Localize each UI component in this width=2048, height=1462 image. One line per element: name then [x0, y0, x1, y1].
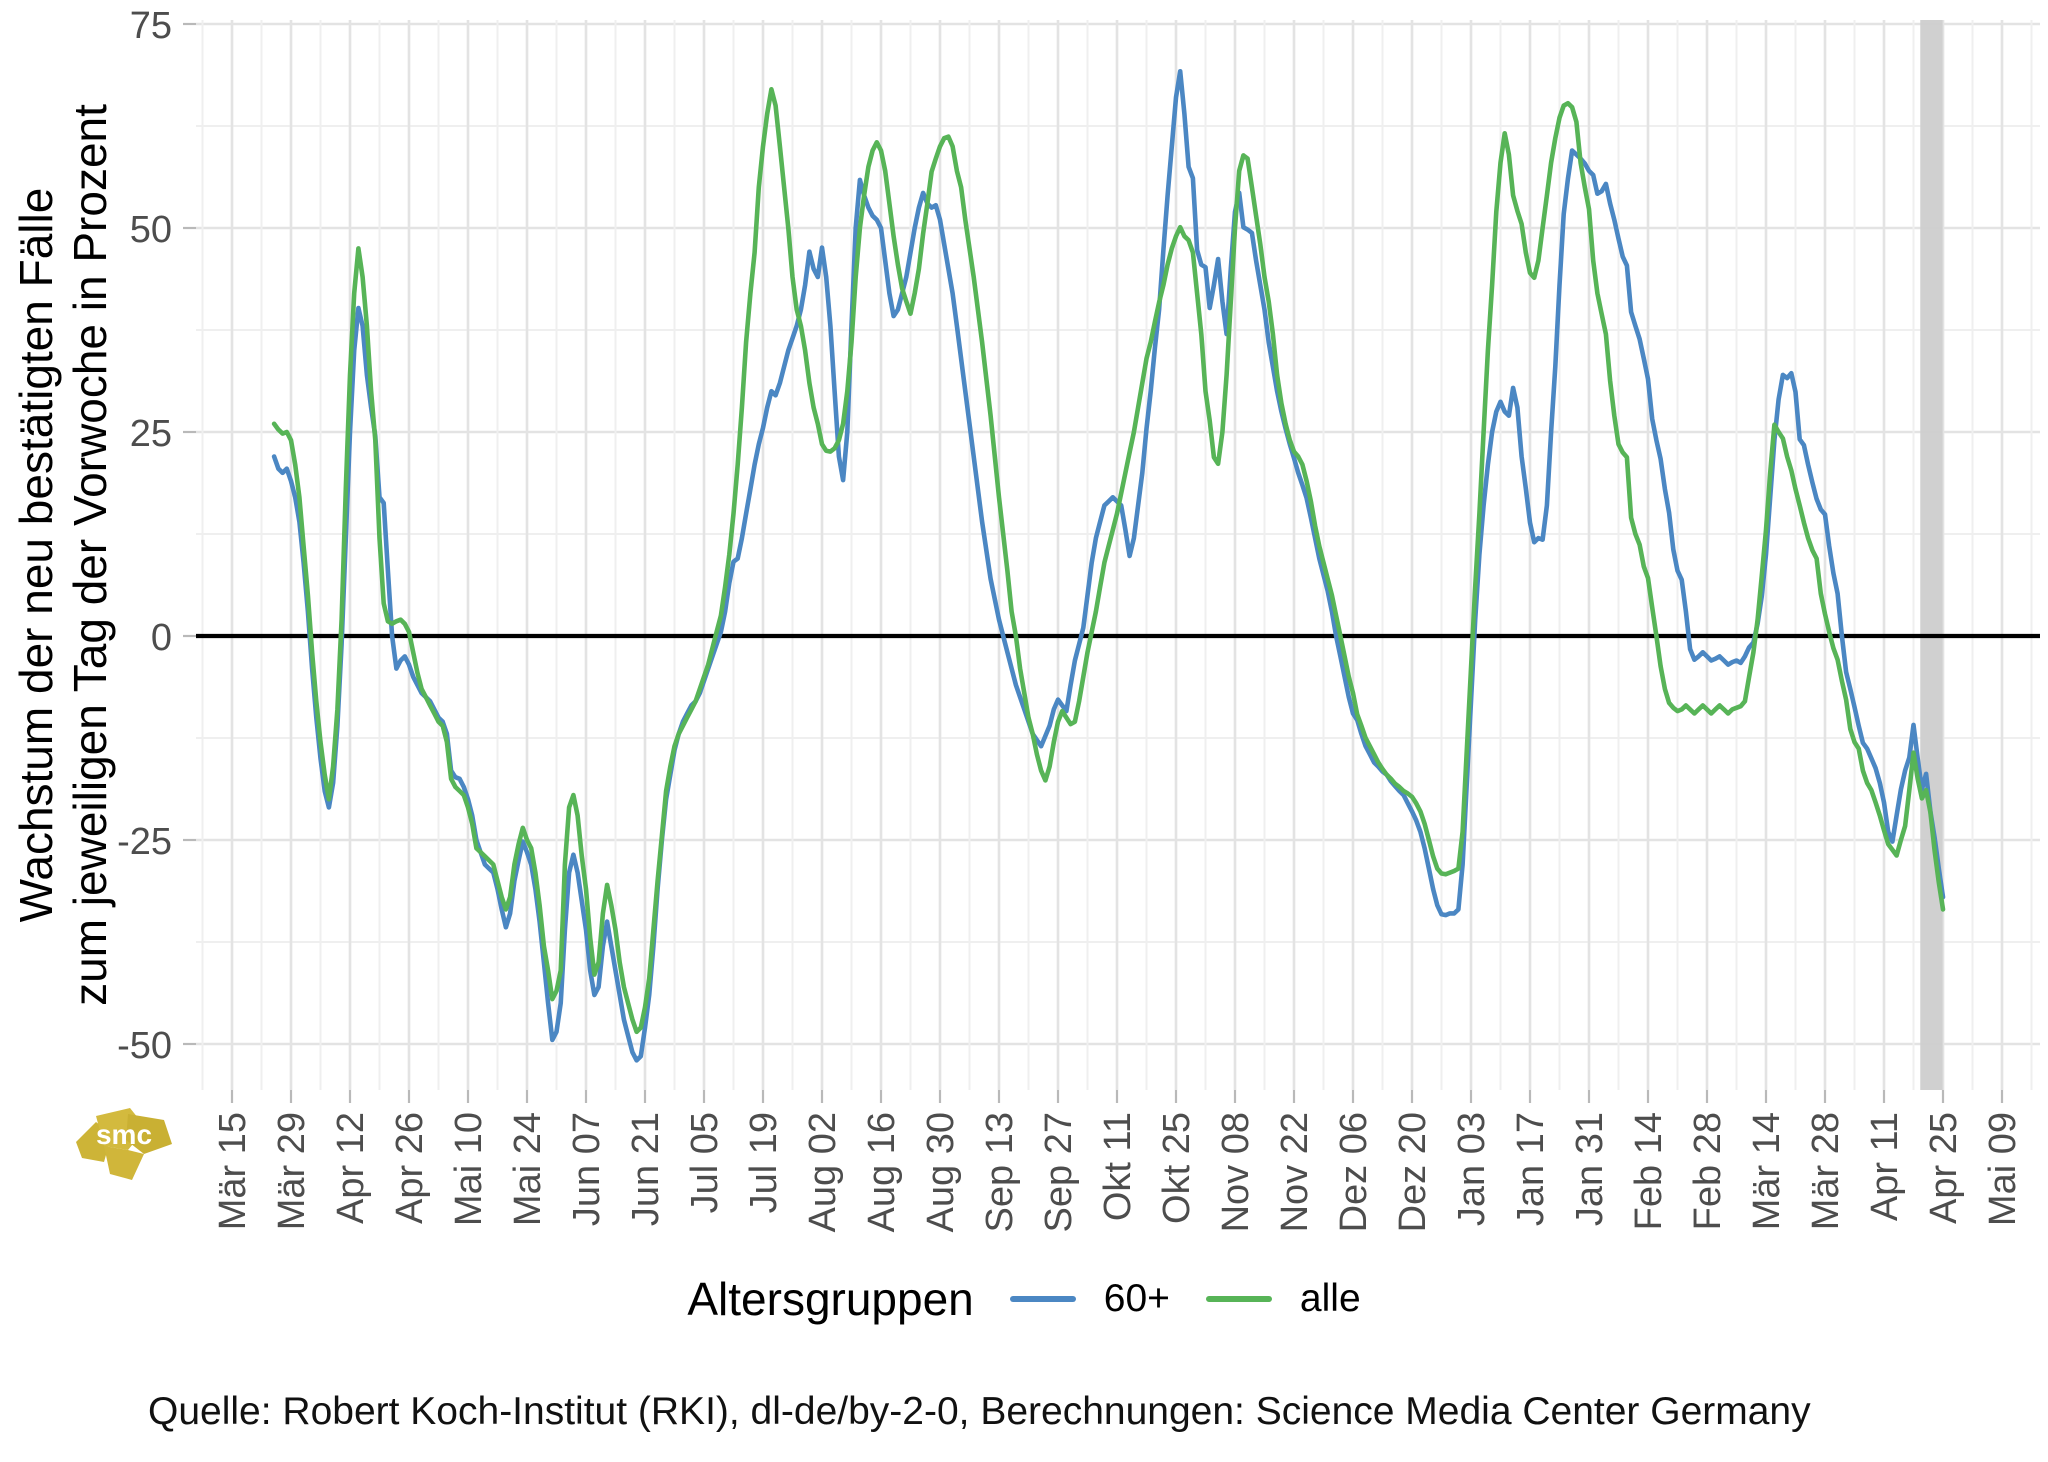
legend-title: Altersgruppen — [687, 1273, 974, 1325]
x-tick-label: Mai 24 — [507, 1112, 549, 1226]
x-tick-label: Aug 02 — [802, 1112, 844, 1232]
smc-logo: smc — [76, 1108, 172, 1180]
x-tick-label: Dez 06 — [1333, 1112, 1375, 1232]
y-axis-title-line1: Wachstum der neu bestätigten Fälle — [10, 188, 62, 923]
x-tick-label: Mai 09 — [1982, 1112, 2024, 1226]
x-tick-label: Nov 22 — [1274, 1112, 1316, 1232]
y-axis-title-line2: zum jeweiligen Tag der Vorwoche in Proze… — [64, 104, 116, 1006]
x-tick-label: Feb 14 — [1628, 1112, 1670, 1230]
x-tick-label: Jun 21 — [625, 1112, 667, 1226]
x-tick-label: Jul 19 — [743, 1112, 785, 1213]
x-tick-label: Jan 31 — [1569, 1112, 1611, 1226]
series-line-60+ — [271, 69, 1946, 1063]
y-tick-label: 0 — [151, 617, 172, 659]
legend-swatch-alle — [1205, 1296, 1272, 1302]
legend-label-60plus: 60+ — [1103, 1277, 1170, 1320]
x-tick-label: Jan 17 — [1510, 1112, 1552, 1226]
x-tick-label: Sep 27 — [1038, 1112, 1080, 1232]
x-tick-label: Jul 05 — [684, 1112, 726, 1213]
x-tick-label: Apr 25 — [1923, 1112, 1965, 1224]
x-tick-label: Aug 16 — [861, 1112, 903, 1232]
smc-logo-shape — [104, 1146, 144, 1180]
x-tick-label: Nov 08 — [1215, 1112, 1257, 1232]
y-tick-label: -25 — [117, 821, 172, 863]
x-tick-label: Sep 13 — [979, 1112, 1021, 1232]
smc-logo-text: smc — [96, 1119, 152, 1150]
series-line-alle — [271, 87, 1946, 1035]
x-tick-label: Okt 25 — [1156, 1112, 1198, 1224]
recent-days-band — [1920, 20, 1943, 1090]
x-tick-label: Mär 29 — [271, 1112, 313, 1230]
legend-item-alle[interactable]: alle — [1205, 1277, 1361, 1321]
legend-item-60plus[interactable]: 60+ — [1009, 1277, 1170, 1321]
x-tick-label: Dez 20 — [1392, 1112, 1434, 1232]
x-tick-label: Feb 28 — [1687, 1112, 1729, 1230]
y-tick-label: 25 — [130, 413, 172, 455]
x-tick-label: Apr 26 — [389, 1112, 431, 1224]
x-tick-label: Okt 11 — [1097, 1112, 1139, 1221]
legend-swatch-60plus — [1009, 1296, 1076, 1302]
x-tick-label: Jan 03 — [1451, 1112, 1493, 1226]
x-tick-label: Apr 12 — [330, 1112, 372, 1224]
x-tick-label: Apr 11 — [1864, 1112, 1906, 1221]
y-tick-label: 75 — [130, 5, 172, 47]
x-tick-label: Mai 10 — [448, 1112, 490, 1226]
x-tick-label: Aug 30 — [920, 1112, 962, 1232]
x-tick-label: Mär 14 — [1746, 1112, 1788, 1230]
source-caption: Quelle: Robert Koch-Institut (RKI), dl-d… — [148, 1390, 1811, 1433]
y-tick-label: -50 — [117, 1025, 172, 1067]
x-tick-label: Mär 15 — [212, 1112, 254, 1230]
x-tick-label: Jun 07 — [566, 1112, 608, 1226]
legend: Altersgruppen 60+ alle — [0, 1272, 2048, 1326]
y-tick-label: 50 — [130, 209, 172, 251]
legend-label-alle: alle — [1299, 1277, 1361, 1320]
x-tick-label: Mär 28 — [1805, 1112, 1847, 1230]
smc-logo-shape — [126, 1114, 172, 1154]
